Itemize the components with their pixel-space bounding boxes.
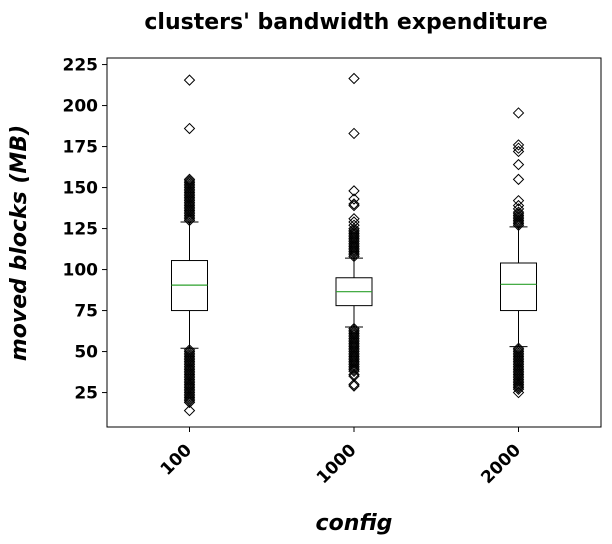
outlier-point: [183, 390, 196, 402]
box-group-2000: [500, 107, 538, 399]
outlier-point: [512, 378, 525, 391]
y-tick-label: 25: [74, 384, 98, 404]
outlier-point: [183, 404, 196, 417]
box-group-100: [170, 74, 208, 417]
outlier-point: [183, 211, 196, 223]
outlier-point: [348, 365, 360, 377]
outlier-point: [512, 383, 525, 395]
y-tick-label: 75: [74, 302, 98, 322]
outlier-point: [348, 244, 360, 256]
outlier-point: [512, 145, 525, 158]
y-tick-label: 175: [63, 138, 99, 158]
box-iqr: [500, 262, 538, 312]
outlier-point: [348, 247, 360, 259]
outlier-point: [348, 193, 360, 205]
outlier-point: [348, 378, 360, 391]
y-axis-label: moved blocks (MB): [7, 125, 32, 361]
outlier-point: [348, 199, 360, 212]
outlier-point: [348, 198, 360, 210]
y-tick-label: 50: [74, 343, 98, 363]
outlier-point: [348, 357, 360, 369]
outlier-point: [183, 388, 196, 400]
y-tick-label: 150: [63, 179, 99, 199]
outlier-point: [183, 393, 196, 405]
y-axis: 25 50 75 100 125 150 175 200 225: [63, 56, 107, 404]
outlier-point: [512, 375, 525, 387]
outlier-point: [348, 250, 360, 263]
y-tick-label: 125: [63, 220, 99, 240]
outlier-point: [348, 185, 360, 197]
outlier-point: [512, 380, 525, 392]
outlier-point: [512, 139, 525, 151]
outlier-point: [512, 217, 525, 230]
outlier-point: [512, 158, 525, 171]
outlier-point: [512, 194, 525, 207]
outlier-point: [348, 127, 360, 140]
x-tick-label: 100: [157, 440, 196, 479]
chart-marks: [170, 72, 538, 417]
x-axis: 100 1000 2000: [157, 427, 525, 488]
outlier-point: [512, 107, 525, 119]
outlier-point: [348, 213, 360, 225]
outlier-point: [183, 74, 196, 86]
outlier-point: [348, 242, 360, 254]
x-axis-label: config: [316, 511, 393, 536]
outlier-point: [512, 386, 525, 399]
outlier-point: [183, 208, 196, 220]
x-tick-label: 1000: [313, 440, 361, 488]
outlier-point: [512, 173, 525, 186]
outlier-point: [512, 219, 525, 231]
outlier-point: [348, 362, 360, 374]
outlier-point: [348, 363, 360, 376]
outlier-point: [183, 122, 196, 135]
box-group-1000: [335, 72, 373, 392]
outlier-point: [348, 249, 360, 261]
outlier-point: [183, 209, 196, 222]
outlier-point: [183, 396, 196, 409]
chart-title: clusters' bandwidth expenditure: [144, 10, 547, 35]
outlier-point: [512, 214, 525, 227]
outlier-point: [512, 211, 525, 223]
y-tick-label: 225: [63, 56, 99, 76]
outlier-point: [183, 213, 196, 225]
outlier-point: [512, 381, 525, 394]
outlier-point: [183, 391, 196, 404]
outlier-point: [512, 142, 525, 154]
outlier-point: [348, 72, 360, 85]
y-tick-label: 200: [63, 97, 99, 117]
outlier-point: [512, 213, 525, 225]
outlier-point: [512, 216, 525, 228]
outlier-point: [183, 206, 196, 218]
outlier-point: [348, 380, 360, 392]
outlier-point: [183, 214, 196, 227]
x-tick-label: 2000: [477, 440, 525, 488]
outlier-point: [348, 245, 360, 258]
y-tick-label: 100: [63, 261, 99, 281]
